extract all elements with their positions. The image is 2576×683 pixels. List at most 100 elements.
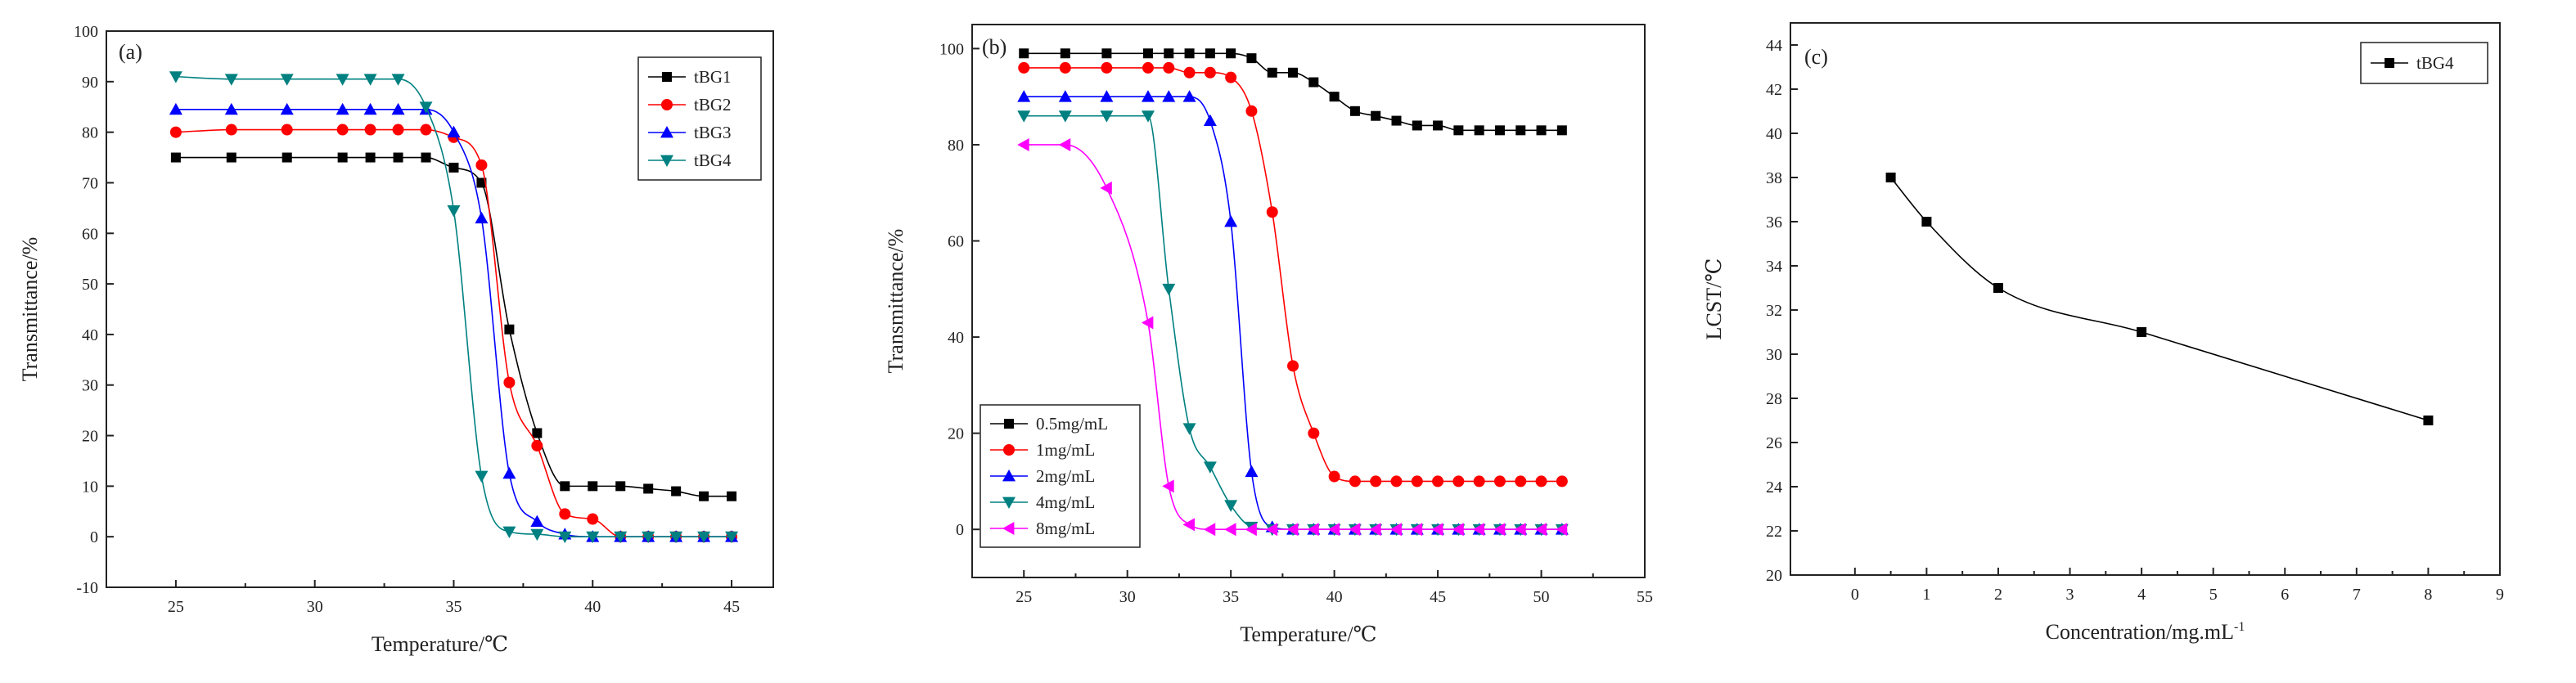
data-point: [336, 74, 349, 86]
data-point: [1141, 90, 1155, 102]
panel-label: (a): [119, 40, 142, 64]
data-point: [1059, 61, 1071, 74]
plot-frame: [106, 30, 774, 588]
data-point: [1058, 110, 1072, 123]
data-point: [391, 102, 405, 115]
y-tick-label: 40: [948, 329, 964, 347]
data-point: [615, 481, 626, 492]
data-point: [1327, 523, 1340, 537]
data-point: [1058, 137, 1071, 151]
legend-marker: [1004, 419, 1014, 429]
data-point: [224, 102, 238, 115]
data-point: [365, 152, 376, 163]
legend-marker: [662, 72, 672, 82]
chart-panel-2: 0 1 2 3 4 5 6 7 8 920222426283032343638404244Conc…: [1702, 22, 2504, 644]
data-point: [1245, 465, 1259, 478]
data-point: [1225, 71, 1237, 83]
x-tick-label: 40: [584, 598, 601, 616]
data-point: [588, 481, 598, 492]
legend-label: 8mg/mL: [1036, 519, 1095, 538]
data-point: [169, 126, 182, 138]
y-tick-label: 100: [939, 40, 964, 58]
data-point: [448, 162, 459, 173]
y-tick-label: 20: [948, 425, 964, 443]
data-point: [224, 74, 238, 86]
data-point: [1224, 215, 1238, 227]
x-tick-label: 30: [1119, 588, 1136, 606]
data-point: [1017, 137, 1029, 151]
legend-marker: [1002, 470, 1016, 482]
x-tick-label: 25: [168, 598, 184, 616]
data-point: [1203, 114, 1217, 126]
data-point: [1100, 90, 1114, 102]
data-point: [391, 74, 405, 86]
data-point: [1060, 48, 1070, 59]
y-tick-label: 32: [1766, 302, 1782, 320]
data-point: [1536, 125, 1547, 136]
y-axis-label: Transmittance/%: [884, 229, 907, 374]
y-tick-label: 90: [82, 74, 98, 92]
data-point: [1287, 360, 1299, 372]
series-tBG4: [169, 71, 739, 544]
data-point: [226, 152, 236, 163]
panel-label: (c): [1804, 45, 1828, 69]
legend-label: tBG4: [694, 151, 732, 170]
data-point: [1246, 53, 1257, 64]
data-point: [1349, 475, 1361, 488]
data-point: [530, 514, 544, 528]
series-8mg/mL: [1017, 137, 1568, 537]
y-tick-label: 60: [82, 225, 98, 243]
data-point: [1205, 48, 1215, 59]
data-point: [1493, 475, 1506, 488]
data-point: [169, 102, 182, 115]
x-tick-label: 40: [1326, 588, 1343, 606]
data-point: [1162, 283, 1176, 296]
data-point: [1203, 523, 1216, 537]
data-point: [532, 428, 543, 438]
data-point: [1142, 61, 1154, 74]
x-tick-label: 35: [1223, 588, 1239, 606]
y-tick-label: 34: [1766, 258, 1782, 276]
data-point: [1993, 283, 2003, 293]
data-point: [170, 152, 181, 163]
y-tick-label: 38: [1766, 169, 1782, 187]
x-axis-label-text: Concentration/mg.mL: [2046, 620, 2234, 644]
x-axis-label: Concentration/mg.mL-1: [2046, 620, 2245, 644]
data-point: [1058, 90, 1072, 102]
data-point: [1328, 470, 1340, 483]
data-point: [1019, 48, 1029, 59]
data-point: [1348, 523, 1361, 537]
data-point: [1266, 206, 1278, 218]
data-point: [1556, 475, 1568, 488]
y-tick-label: 24: [1766, 479, 1782, 497]
data-point: [727, 491, 737, 501]
data-point: [281, 124, 293, 136]
data-point: [475, 159, 488, 171]
data-point: [1349, 106, 1360, 116]
data-point: [364, 124, 376, 136]
data-point: [1308, 427, 1320, 439]
data-point: [336, 124, 349, 136]
data-point: [1514, 523, 1526, 537]
x-axis-label: Temperature/℃: [372, 632, 508, 656]
data-point: [1307, 523, 1319, 537]
data-point: [336, 102, 349, 115]
data-point: [1204, 66, 1216, 79]
y-tick-label: 80: [948, 137, 964, 155]
series-line: [1889, 177, 2429, 421]
series-0.5mg/mL: [1019, 48, 1567, 136]
legend-marker: [2385, 58, 2394, 68]
data-point: [1226, 48, 1236, 59]
legend-label: 2mg/mL: [1036, 466, 1095, 486]
y-axis-label: LCST/℃: [1702, 258, 1726, 340]
legend-marker: [660, 126, 673, 138]
x-tick-label: 4: [2137, 586, 2146, 604]
data-point: [531, 439, 543, 452]
data-point: [503, 376, 516, 389]
data-point: [447, 125, 461, 138]
legend-label: 0.5mg/mL: [1036, 414, 1108, 434]
data-point: [476, 177, 487, 188]
data-point: [1017, 110, 1031, 123]
data-point: [419, 101, 433, 114]
